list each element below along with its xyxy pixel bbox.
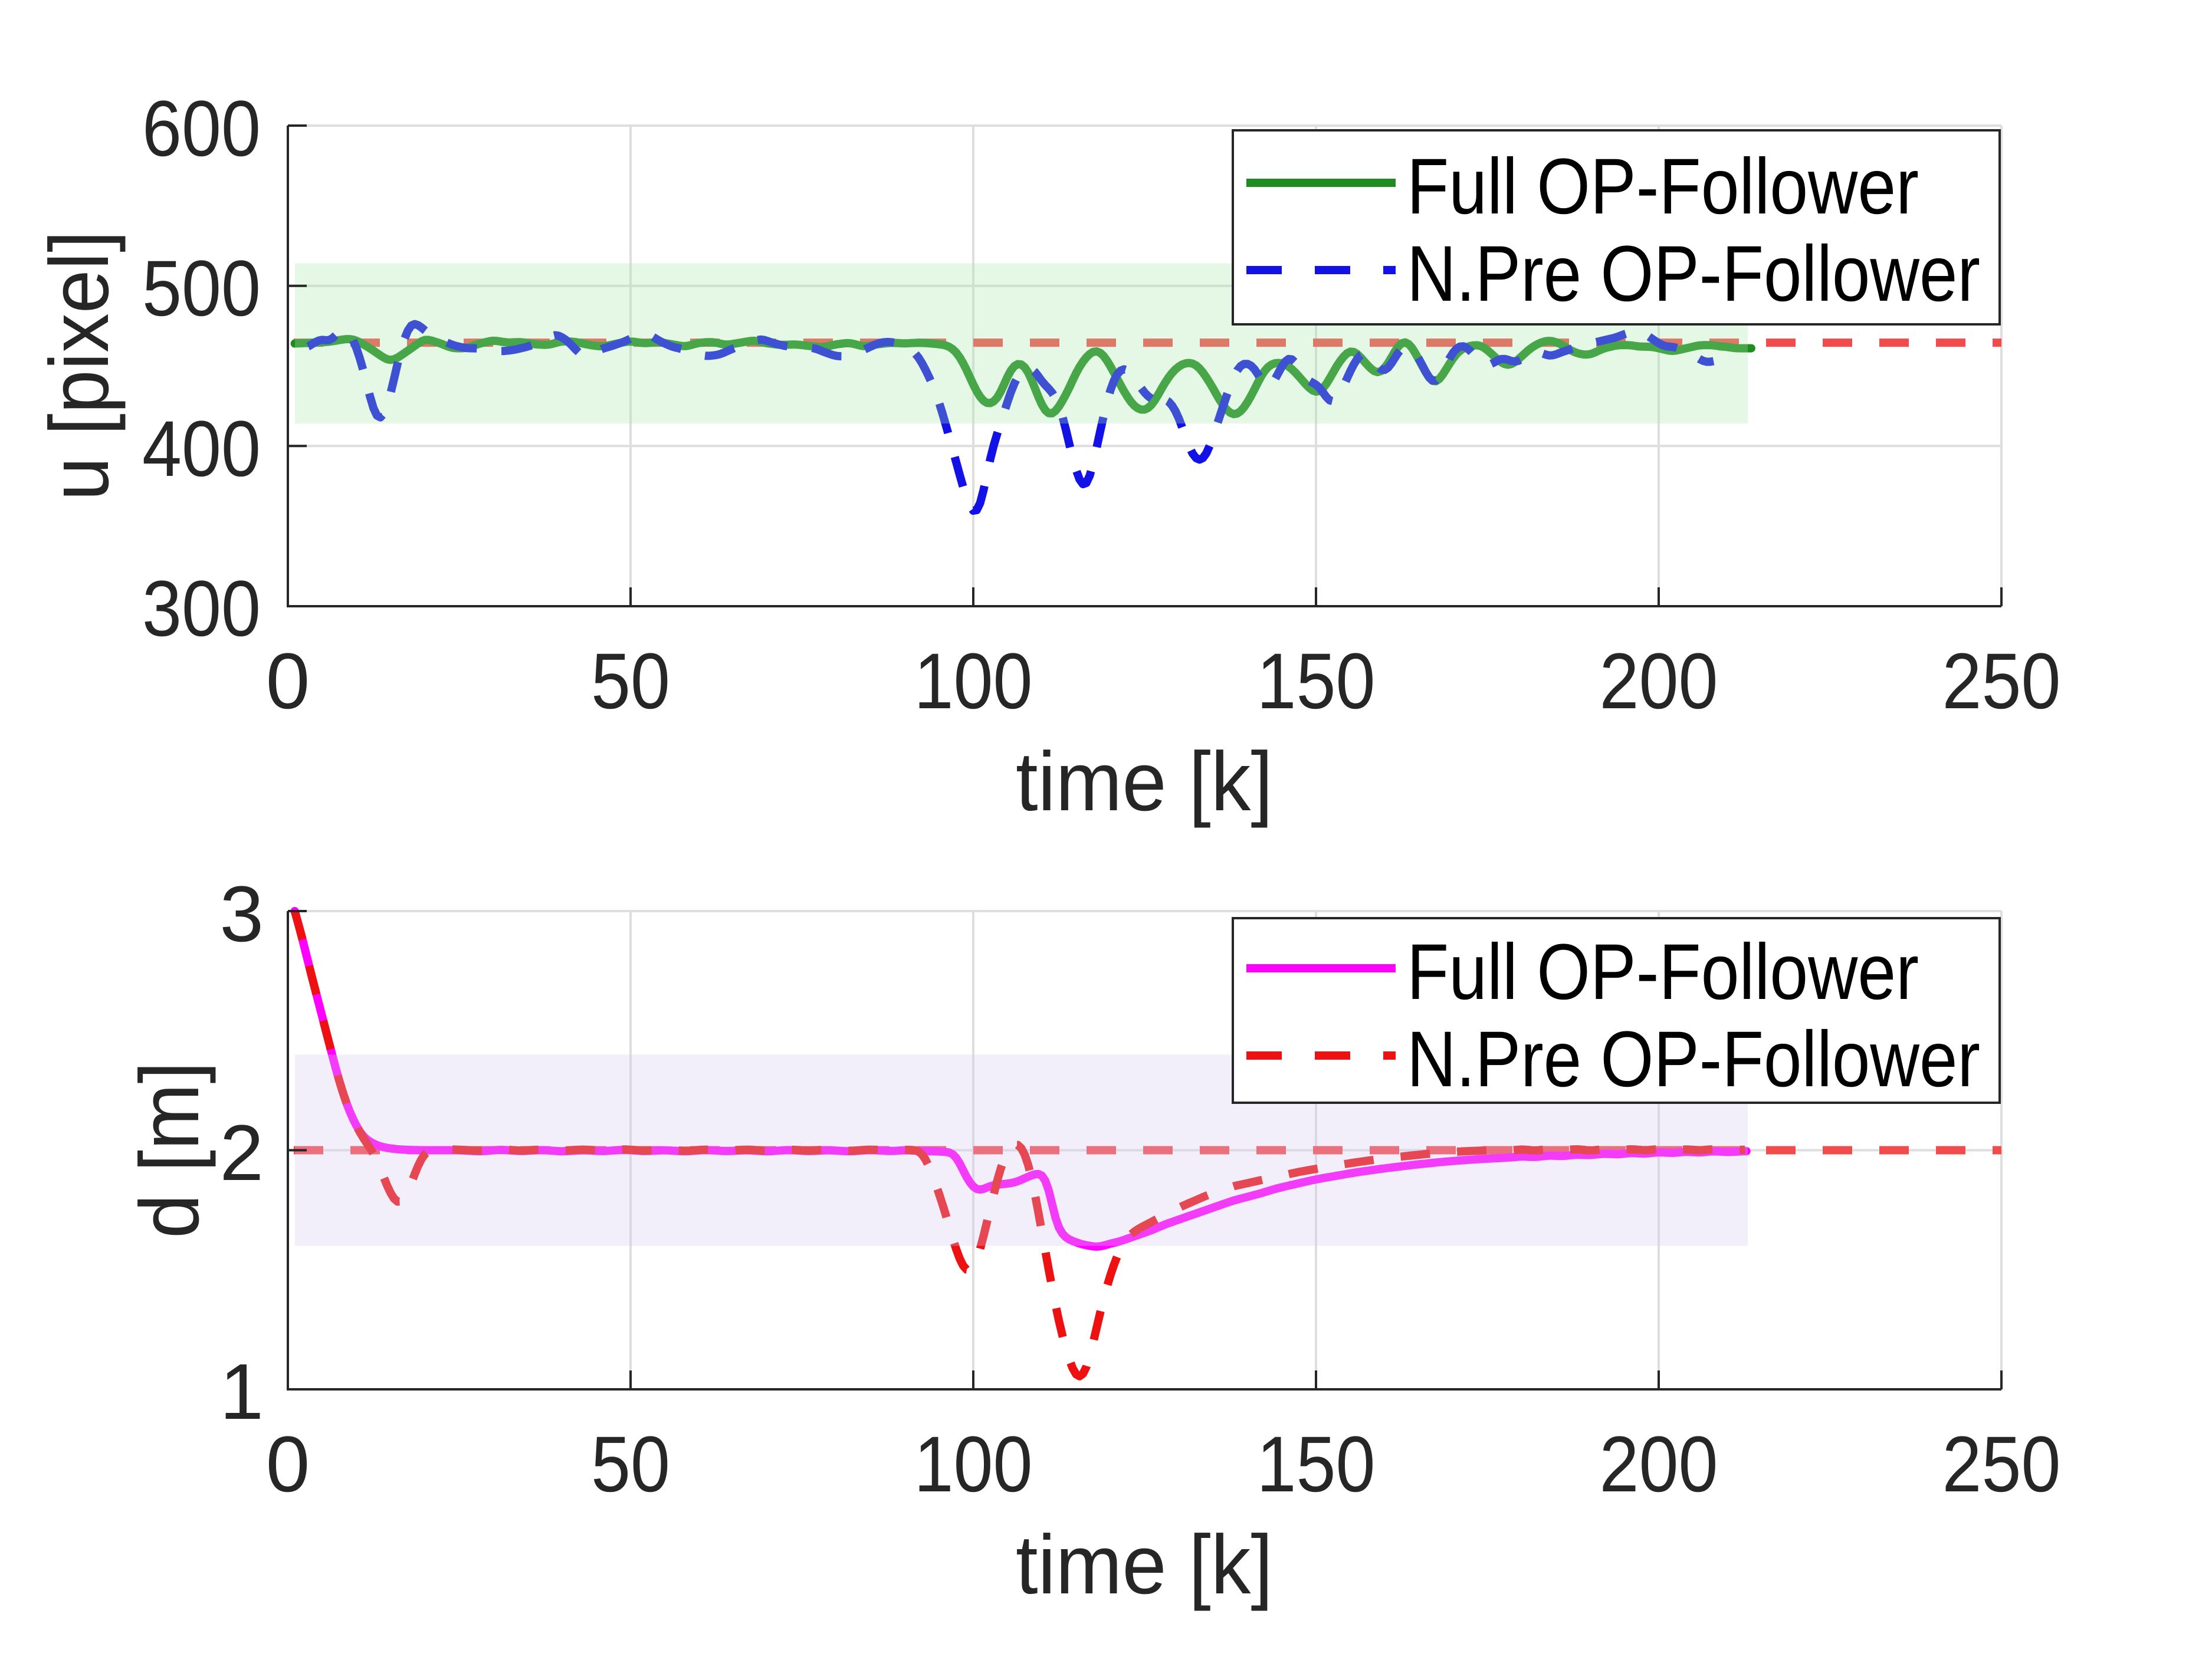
svg-text:400: 400 [142,405,261,493]
svg-text:100: 100 [914,637,1033,725]
svg-text:500: 500 [142,245,261,333]
svg-text:d [m]: d [m] [123,1061,216,1238]
svg-text:time [k]: time [k] [1016,1518,1273,1612]
svg-text:1: 1 [219,1348,264,1436]
svg-text:100: 100 [914,1421,1033,1508]
svg-text:600: 600 [142,85,261,173]
svg-text:150: 150 [1257,1421,1376,1508]
svg-text:u [pixel]: u [pixel] [32,231,126,501]
svg-text:200: 200 [1600,1421,1718,1508]
svg-text:0: 0 [266,1421,310,1508]
svg-text:Full OP-Follower: Full OP-Follower [1407,143,1919,231]
svg-text:50: 50 [591,1421,670,1508]
svg-text:150: 150 [1257,637,1376,725]
svg-text:300: 300 [142,565,261,653]
svg-text:Full OP-Follower: Full OP-Follower [1407,928,1919,1016]
svg-text:2: 2 [219,1109,264,1197]
svg-text:3: 3 [219,870,264,958]
svg-text:time [k]: time [k] [1016,735,1273,829]
svg-text:200: 200 [1600,637,1718,725]
svg-text:250: 250 [1942,1421,2061,1508]
svg-text:0: 0 [266,637,310,725]
svg-text:50: 50 [591,637,670,725]
svg-text:250: 250 [1942,637,2061,725]
svg-text:N.Pre OP-Follower: N.Pre OP-Follower [1407,1015,1980,1103]
svg-text:N.Pre OP-Follower: N.Pre OP-Follower [1407,230,1980,318]
